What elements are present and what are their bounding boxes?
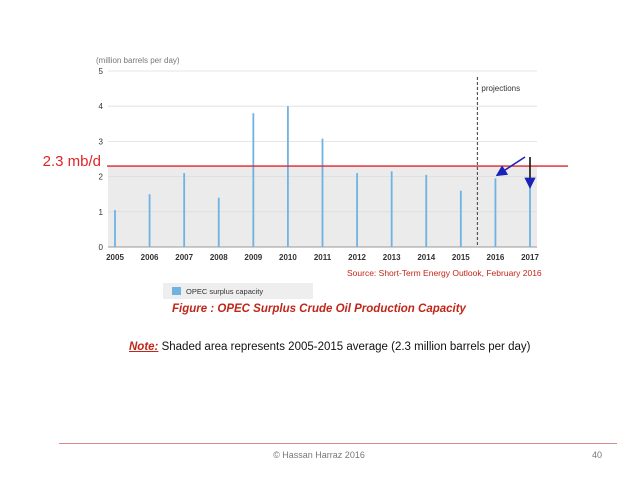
x-tick-label: 2009 bbox=[244, 253, 262, 262]
y-tick-label: 5 bbox=[99, 67, 104, 76]
note-text: Shaded area represents 2005-2015 average… bbox=[158, 341, 531, 353]
x-tick-label: 2010 bbox=[279, 253, 297, 262]
y-tick-label: 0 bbox=[99, 243, 104, 252]
x-tick-label: 2006 bbox=[141, 253, 159, 262]
x-tick-label: 2011 bbox=[314, 253, 332, 262]
footer-divider bbox=[59, 443, 617, 444]
x-tick-label: 2015 bbox=[452, 253, 470, 262]
bar-2015 bbox=[459, 190, 462, 247]
bar-2014 bbox=[425, 174, 428, 247]
projections-label: projections bbox=[481, 84, 520, 93]
bar-2011 bbox=[321, 138, 324, 247]
average-callout-label: 2.3 mb/d bbox=[43, 153, 101, 170]
bar-2007 bbox=[183, 173, 186, 247]
bar-2008 bbox=[217, 197, 220, 247]
x-tick-label: 2017 bbox=[521, 253, 539, 262]
x-tick-label: 2013 bbox=[383, 253, 401, 262]
x-tick-label: 2012 bbox=[348, 253, 366, 262]
legend-box bbox=[163, 283, 313, 299]
bar-2013 bbox=[390, 171, 393, 247]
x-tick-label: 2016 bbox=[487, 253, 505, 262]
bar-2005 bbox=[114, 210, 116, 247]
y-tick-label: 1 bbox=[99, 208, 104, 217]
x-tick-label: 2008 bbox=[210, 253, 228, 262]
y-tick-labels: 0 1 2 3 4 5 bbox=[99, 67, 104, 252]
bar-2016 bbox=[494, 178, 497, 247]
figure-caption: Figure : OPEC Surplus Crude Oil Producti… bbox=[172, 303, 466, 315]
bar-2017 bbox=[529, 183, 531, 247]
x-tick-label: 2007 bbox=[175, 253, 193, 262]
legend-label: OPEC surplus capacity bbox=[186, 287, 263, 296]
y-tick-label: 2 bbox=[99, 173, 104, 182]
bar-2006 bbox=[148, 194, 151, 247]
page-number: 40 bbox=[592, 450, 603, 460]
y-tick-label: 4 bbox=[99, 102, 104, 111]
bars bbox=[114, 106, 531, 248]
note: Note: Shaded area represents 2005-2015 a… bbox=[129, 341, 530, 353]
x-tick-label: 2005 bbox=[106, 253, 124, 262]
bar-2010 bbox=[287, 106, 289, 247]
x-tick-labels: 2005 2006 2007 2008 2009 2010 2011 2012 2013 2014… bbox=[106, 253, 539, 262]
legend-swatch bbox=[172, 287, 181, 295]
footer-copyright: © Hassan Harraz 2016 bbox=[273, 450, 365, 460]
y-tick-label: 3 bbox=[99, 137, 104, 146]
note-label: Note: bbox=[129, 341, 159, 353]
bar-2009 bbox=[252, 113, 255, 248]
x-tick-label: 2014 bbox=[417, 253, 435, 262]
arrow-icon bbox=[495, 156, 526, 177]
bar-2012 bbox=[356, 173, 358, 247]
source-citation: Source: Short-Term Energy Outlook, Febru… bbox=[347, 268, 542, 278]
y-unit-label: (million barrels per day) bbox=[96, 56, 180, 65]
